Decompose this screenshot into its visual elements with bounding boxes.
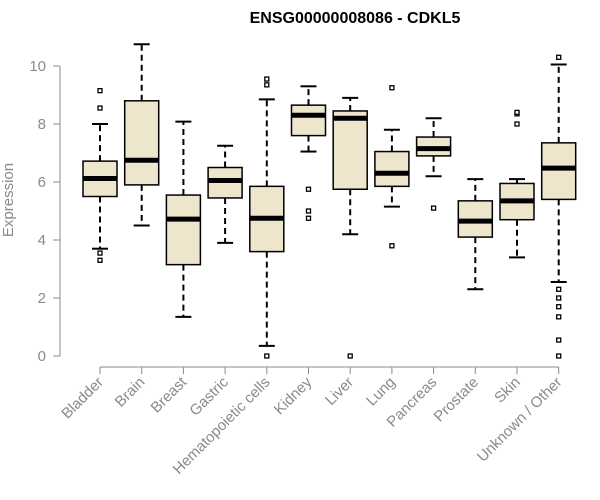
outlier-point (556, 337, 562, 343)
x-tick-label: Brain (112, 374, 149, 411)
outlier-point (556, 54, 562, 60)
outlier-point (430, 205, 437, 211)
outlier-point (556, 295, 562, 301)
box-liver (332, 96, 368, 359)
y-axis: 0 2 4 6 8 10 (29, 58, 61, 365)
box-brain (123, 43, 160, 227)
box-lung (374, 85, 410, 249)
outlier-point (556, 286, 562, 292)
x-tick-label: Skin (491, 374, 524, 407)
box-pancreas (415, 117, 452, 211)
x-tick-label: Breast (148, 373, 191, 416)
outlier-point (305, 215, 312, 221)
box-gastric (207, 144, 243, 244)
x-tick-label: Kidney (271, 373, 316, 418)
outlier-point (556, 314, 562, 320)
x-tick-label: Liver (322, 374, 357, 409)
box-prostate (457, 178, 494, 291)
outlier-point (97, 257, 103, 263)
x-tick-label: Prostate (431, 374, 483, 426)
iqr-box (165, 194, 202, 266)
outlier-point (556, 304, 562, 310)
outlier-point (389, 85, 395, 91)
y-tick-label: 2 (38, 290, 46, 307)
box-unknown-other (540, 54, 577, 359)
y-tick-label: 8 (38, 116, 46, 133)
outlier-point (514, 109, 520, 116)
y-axis-label: Expression (0, 163, 17, 237)
outlier-point (264, 82, 270, 88)
x-tick-label: Lung (363, 374, 399, 410)
y-tick-label: 4 (38, 232, 46, 249)
outlier-point (305, 208, 312, 214)
outlier-point (264, 353, 270, 359)
outlier-point (389, 243, 395, 249)
box-kidney (290, 85, 327, 221)
box-skin (499, 109, 535, 259)
box-bladder (82, 88, 118, 263)
x-tick-label: Bladder (58, 374, 107, 423)
box-breast (165, 120, 202, 318)
iqr-box (290, 104, 327, 137)
outlier-point (556, 353, 562, 359)
outlier-point (305, 186, 312, 192)
box-hematopoietic-cells (249, 76, 285, 359)
boxes (82, 43, 577, 359)
iqr-box (123, 100, 160, 186)
iqr-box (332, 110, 368, 190)
y-tick-label: 0 (38, 348, 46, 365)
outlier-point (97, 250, 103, 256)
y-tick-label: 10 (29, 58, 46, 75)
outlier-point (347, 353, 353, 359)
iqr-box (540, 142, 577, 201)
iqr-box (374, 150, 410, 188)
outlier-point (97, 105, 103, 111)
outlier-point (97, 88, 103, 94)
chart-title: ENSG00000008086 - CDKL5 (250, 10, 461, 27)
y-tick-label: 6 (38, 174, 46, 191)
outlier-point (264, 76, 270, 82)
outlier-point (514, 121, 520, 127)
